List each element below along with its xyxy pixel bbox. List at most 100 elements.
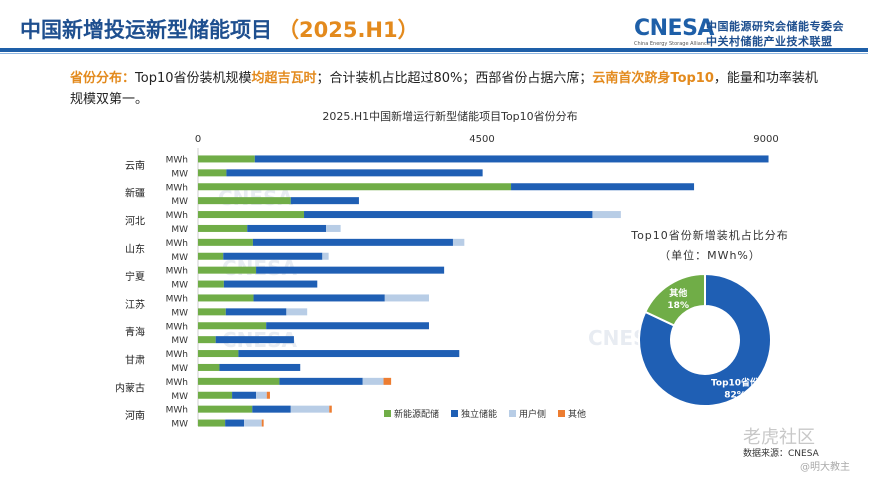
logo-cn-line-1: 中国能源研究会储能专委会: [706, 20, 844, 33]
bar-segment: [198, 322, 267, 330]
donut-slice-name: Top10省份: [711, 376, 760, 388]
summary-part-6: ，能量和功率装机规模双第一。: [70, 71, 818, 107]
unit-label: MWh: [166, 406, 188, 416]
logo-subtitle: China Energy Storage Alliance: [634, 41, 710, 47]
province-label: 云南: [125, 159, 145, 172]
bar-segment: [261, 419, 264, 427]
bar-segment: [244, 419, 262, 427]
donut-chart: Top10省份 82% 其他 18%: [638, 272, 772, 407]
page-title-text: 中国新增投运新型储能项目: [20, 18, 272, 42]
bar-segment: [253, 294, 385, 302]
bar-segment: [232, 391, 257, 399]
bar-segment: [362, 377, 384, 385]
legend-swatch: [384, 410, 391, 417]
province-label: 内蒙古: [115, 381, 145, 394]
province-label: 河南: [125, 409, 145, 422]
summary-part-2: Top10省份装机规模: [135, 71, 252, 86]
bar-chart-title: 2025.H1中国新增运行新型储能项目Top10省份分布: [322, 110, 578, 123]
bar-segment: [290, 405, 330, 413]
legend-label: 新能源配储: [394, 408, 439, 420]
province-group: 河北 MWh MW: [125, 211, 621, 235]
province-label: 江苏: [125, 298, 145, 311]
bar-segment: [290, 197, 359, 205]
unit-label: MW: [171, 308, 188, 318]
province-group: 江苏 MWh MW: [125, 294, 429, 318]
bar-segment: [198, 155, 255, 163]
bar-segment: [326, 224, 341, 232]
unit-label: MW: [171, 225, 188, 235]
bar-segment: [252, 405, 291, 413]
unit-label: MW: [171, 392, 188, 402]
bar-segment: [383, 377, 392, 385]
bar-segment: [226, 169, 483, 177]
donut-slice: [638, 272, 772, 407]
legend-label: 独立储能: [461, 408, 497, 420]
province-group: 甘肃 MWh MW: [125, 350, 460, 374]
x-tick-label: 4500: [469, 134, 494, 145]
unit-label: MWh: [166, 294, 188, 304]
bar-segment: [198, 350, 239, 358]
logo-mark: CNESA: [634, 16, 714, 41]
province-group: 河南 MWh MW: [125, 405, 332, 430]
bar-segment: [198, 266, 257, 274]
bar-segment: [329, 405, 332, 413]
data-source: 数据来源：CNESA: [743, 449, 819, 459]
bar-segment: [452, 238, 465, 246]
header-rule-thin: [0, 53, 868, 54]
province-label: 宁夏: [125, 270, 145, 283]
bar-segment: [198, 183, 512, 191]
bar-segment: [279, 377, 363, 385]
legend-label: 用户侧: [519, 408, 546, 420]
summary-part-3: 均超吉瓦时: [251, 71, 317, 86]
province-group: 山东 MWh MW: [125, 238, 465, 263]
bar-segment: [198, 308, 226, 316]
unit-label: MWh: [166, 155, 188, 165]
bar-segment: [247, 224, 327, 232]
bar-segment: [198, 377, 280, 385]
legend-swatch: [558, 410, 565, 417]
pie-chart-title: Top10省份新增装机占比分布: [631, 229, 789, 242]
bar-segment: [225, 308, 287, 316]
header-rule: [0, 48, 868, 52]
bar-segment: [198, 211, 305, 219]
bar-segment: [256, 391, 267, 399]
province-group: 内蒙古 MWh MW: [115, 377, 392, 402]
bar-segment: [252, 238, 453, 246]
unit-label: MW: [171, 169, 188, 179]
province-group: 新疆 MWh MW: [125, 183, 695, 207]
donut-slice-name: 其他: [669, 287, 687, 299]
bar-segment: [198, 197, 291, 205]
unit-label: MWh: [166, 183, 188, 193]
x-tick-label: 9000: [753, 134, 778, 145]
bar-segment: [198, 280, 224, 288]
cnesa-logo: CNESA China Energy Storage Alliance 中国能源…: [634, 16, 874, 50]
bar-segment: [215, 336, 294, 344]
donut-slice-value: 18%: [667, 301, 689, 311]
bar-segment: [198, 252, 224, 260]
bar-segment: [198, 336, 216, 344]
bar-segment: [198, 363, 220, 371]
bar-segment: [198, 224, 248, 232]
province-label: 河北: [125, 216, 145, 228]
donut-slice: [643, 272, 706, 327]
bar-segment: [223, 252, 323, 260]
legend-label: 其他: [568, 408, 586, 420]
province-group: 宁夏 MWh MW: [125, 266, 445, 291]
bar-segment: [511, 183, 695, 191]
bar-segment: [198, 391, 233, 399]
bar-segment: [254, 155, 769, 163]
bar-segment: [266, 391, 270, 399]
unit-label: MW: [171, 420, 188, 430]
bar-segment: [198, 405, 253, 413]
bar-segment: [304, 211, 593, 219]
bar-segment: [238, 350, 460, 358]
unit-label: MWh: [166, 267, 188, 277]
author-watermark: @明大教主: [800, 462, 850, 473]
unit-label: MW: [171, 197, 188, 207]
unit-label: MWh: [166, 322, 188, 332]
province-group: 云南 MWh MW: [125, 155, 769, 179]
province-label: 青海: [125, 326, 145, 339]
donut-slice-value: 82%: [724, 390, 746, 400]
bar-segment: [219, 363, 301, 371]
province-label: 山东: [125, 242, 145, 255]
